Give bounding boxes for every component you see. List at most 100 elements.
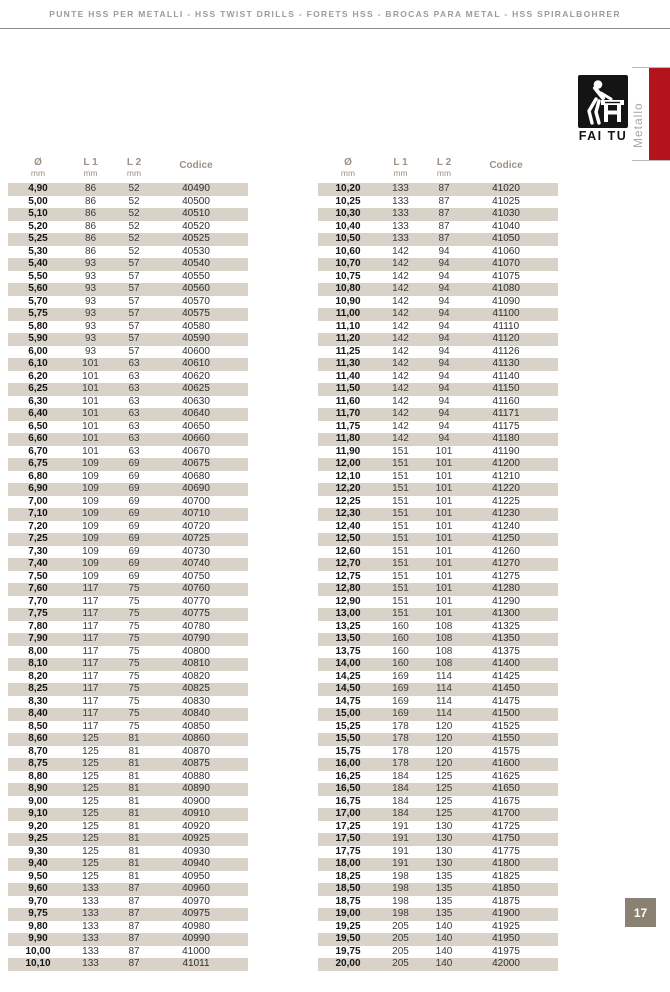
cell-l1: 142: [392, 420, 409, 432]
cell-codice: 40650: [182, 420, 210, 432]
cell-l2: 63: [128, 433, 140, 444]
table-row: 20,00 205 140 42000: [318, 958, 558, 971]
cell-diameter: 6,50: [28, 420, 48, 432]
table-row: 4,90 86 52 40490: [8, 183, 248, 196]
cell-codice: 41200: [492, 458, 520, 469]
cell-l2: 114: [436, 695, 452, 707]
table-row: 11,20 142 94 41120: [318, 333, 558, 346]
cell-diameter: 5,30: [28, 245, 48, 257]
cell-codice: 41060: [492, 245, 520, 257]
cell-l2: 101: [435, 445, 453, 457]
cell-diameter: 7,20: [28, 520, 48, 532]
cell-diameter: 11,80: [335, 433, 361, 444]
table-row: 10,25 133 87 41025: [318, 196, 558, 209]
table-row: 8,30 117 75 40830: [8, 696, 248, 709]
cell-l1: 125: [82, 808, 99, 819]
table-row: 6,25 101 63 40625: [8, 383, 248, 396]
faitu-logo: FAI TU: [578, 75, 628, 143]
cell-l1: 142: [392, 258, 409, 269]
cell-l1: 142: [392, 383, 409, 394]
cell-codice: 40890: [182, 783, 210, 794]
table-row: 7,70 117 75 40770: [8, 596, 248, 609]
cell-l2: 130: [435, 858, 453, 869]
cell-codice: 41126: [492, 345, 520, 357]
cell-codice: 41080: [492, 283, 520, 294]
cell-codice: 40560: [182, 283, 210, 294]
table-row: 7,50 109 69 40750: [8, 571, 248, 584]
cell-l1: 117: [82, 658, 99, 669]
col-header-l2-label: L 2: [436, 157, 452, 168]
cell-diameter: 20,00: [335, 958, 361, 969]
cell-l2: 101: [435, 533, 453, 544]
cell-l1: 86: [84, 220, 97, 232]
cell-codice: 40700: [182, 495, 210, 507]
table-header: Ø mm L 1 mm L 2 mm Codice: [318, 157, 558, 183]
cell-l2: 87: [438, 220, 450, 232]
cell-codice: 41875: [492, 895, 520, 907]
cell-l1: 205: [392, 933, 409, 944]
table-row: 6,90 109 69 40690: [8, 483, 248, 496]
table-row: 9,90 133 87 40990: [8, 933, 248, 946]
cell-l2: 75: [128, 633, 140, 644]
cell-l1: 133: [392, 208, 409, 219]
cell-codice: 40580: [182, 320, 210, 332]
cell-l1: 117: [82, 583, 99, 594]
cell-diameter: 16,50: [335, 783, 361, 794]
cell-l2: 87: [128, 958, 140, 969]
cell-l1: 151: [392, 520, 409, 532]
cell-diameter: 5,75: [28, 308, 48, 319]
cell-l2: 120: [435, 720, 453, 732]
cell-l2: 69: [128, 483, 140, 494]
cell-l1: 160: [392, 645, 409, 657]
cell-l1: 101: [82, 445, 99, 457]
col-header-codice: Codice: [179, 160, 213, 171]
cell-l2: 52: [128, 208, 140, 219]
cell-diameter: 8,70: [28, 745, 48, 757]
cell-codice: 40780: [182, 620, 210, 632]
cell-codice: 41675: [492, 795, 520, 807]
table-row: 12,00 151 101 41200: [318, 458, 558, 471]
cell-l1: 142: [392, 370, 409, 382]
cell-l1: 101: [82, 420, 99, 432]
cell-codice: 40620: [182, 370, 210, 382]
cell-codice: 41350: [492, 633, 520, 644]
cell-codice: 40520: [182, 220, 210, 232]
cell-l1: 133: [392, 195, 409, 207]
table-row: 12,30 151 101 41230: [318, 508, 558, 521]
cell-l1: 142: [392, 270, 409, 282]
cell-codice: 40525: [182, 233, 210, 244]
header-divider: [0, 28, 670, 29]
cell-l1: 160: [392, 658, 409, 669]
cell-codice: 41825: [492, 870, 520, 882]
cell-l2: 57: [128, 270, 140, 282]
cell-l1: 86: [84, 208, 97, 219]
cell-diameter: 9,00: [28, 795, 48, 807]
cell-codice: 41450: [492, 683, 520, 694]
table-row: 10,80 142 94 41080: [318, 283, 558, 296]
cell-diameter: 10,60: [335, 245, 361, 257]
cell-l1: 133: [392, 183, 409, 194]
drill-table-right: Ø mm L 1 mm L 2 mm Codice 10,20 133 87 4102…: [318, 157, 558, 971]
table-row: 10,90 142 94 41090: [318, 296, 558, 309]
cell-diameter: 19,25: [335, 920, 361, 932]
cell-diameter: 10,30: [335, 208, 361, 219]
cell-diameter: 6,40: [28, 408, 48, 419]
cell-l1: 109: [82, 533, 99, 544]
cell-diameter: 12,00: [335, 458, 361, 469]
cell-l2: 94: [438, 395, 450, 407]
table-row: 7,30 109 69 40730: [8, 546, 248, 559]
cell-l1: 93: [84, 295, 97, 307]
cell-l2: 69: [128, 508, 140, 519]
col-header-unit: mm: [393, 168, 408, 178]
cell-l2: 87: [438, 208, 450, 219]
cell-codice: 41220: [492, 483, 520, 494]
cell-l2: 57: [128, 308, 140, 319]
cell-codice: 41130: [492, 358, 520, 369]
cell-diameter: 16,25: [335, 770, 361, 782]
cell-l1: 142: [392, 358, 409, 369]
cell-l1: 205: [392, 945, 409, 957]
cell-diameter: 8,90: [28, 783, 48, 794]
cell-l1: 109: [82, 558, 99, 569]
cell-l2: 87: [128, 920, 140, 932]
cell-diameter: 17,00: [335, 808, 361, 819]
